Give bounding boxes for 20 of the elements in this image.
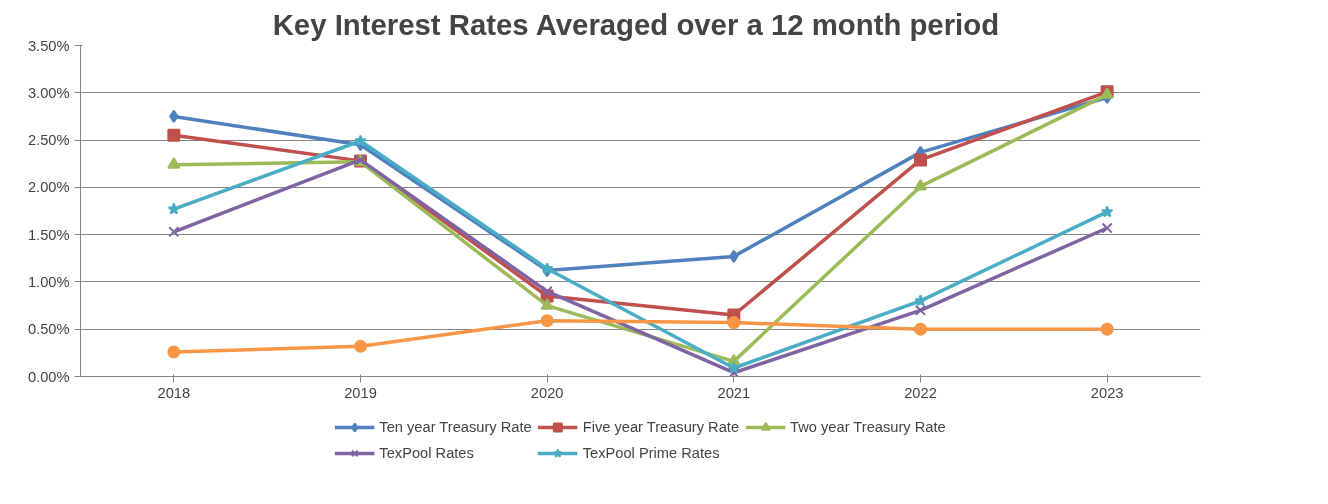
x-tick-label: 2023 — [1090, 384, 1124, 401]
legend-label: TexPool Prime Rates — [582, 445, 720, 461]
legend-label: TexPool Rates — [379, 445, 474, 461]
y-tick-label: 1.00% — [27, 273, 70, 290]
y-tick-label: 0.50% — [27, 321, 70, 338]
x-tick-label: 2020 — [530, 384, 564, 401]
x-tick-label: 2021 — [717, 384, 751, 401]
y-tick-label: 0.00% — [27, 368, 70, 385]
y-tick-label: 1.50% — [27, 226, 70, 243]
legend-label: Two year Treasury Rate — [790, 419, 946, 435]
y-tick-label: 3.00% — [27, 84, 70, 101]
x-tick-label: 2018 — [157, 384, 191, 401]
legend-label: Five year Treasury Rate — [582, 419, 740, 435]
y-tick-label: 3.50% — [27, 37, 70, 54]
chart-title: Key Interest Rates Averaged over a 12 month period — [272, 7, 1000, 41]
legend-label: Ten year Treasury Rate — [379, 419, 532, 435]
y-tick-label: 2.50% — [27, 132, 70, 149]
y-tick-label: 2.00% — [27, 179, 70, 196]
x-tick-label: 2022 — [904, 384, 937, 401]
x-tick-label: 2019 — [344, 384, 377, 401]
